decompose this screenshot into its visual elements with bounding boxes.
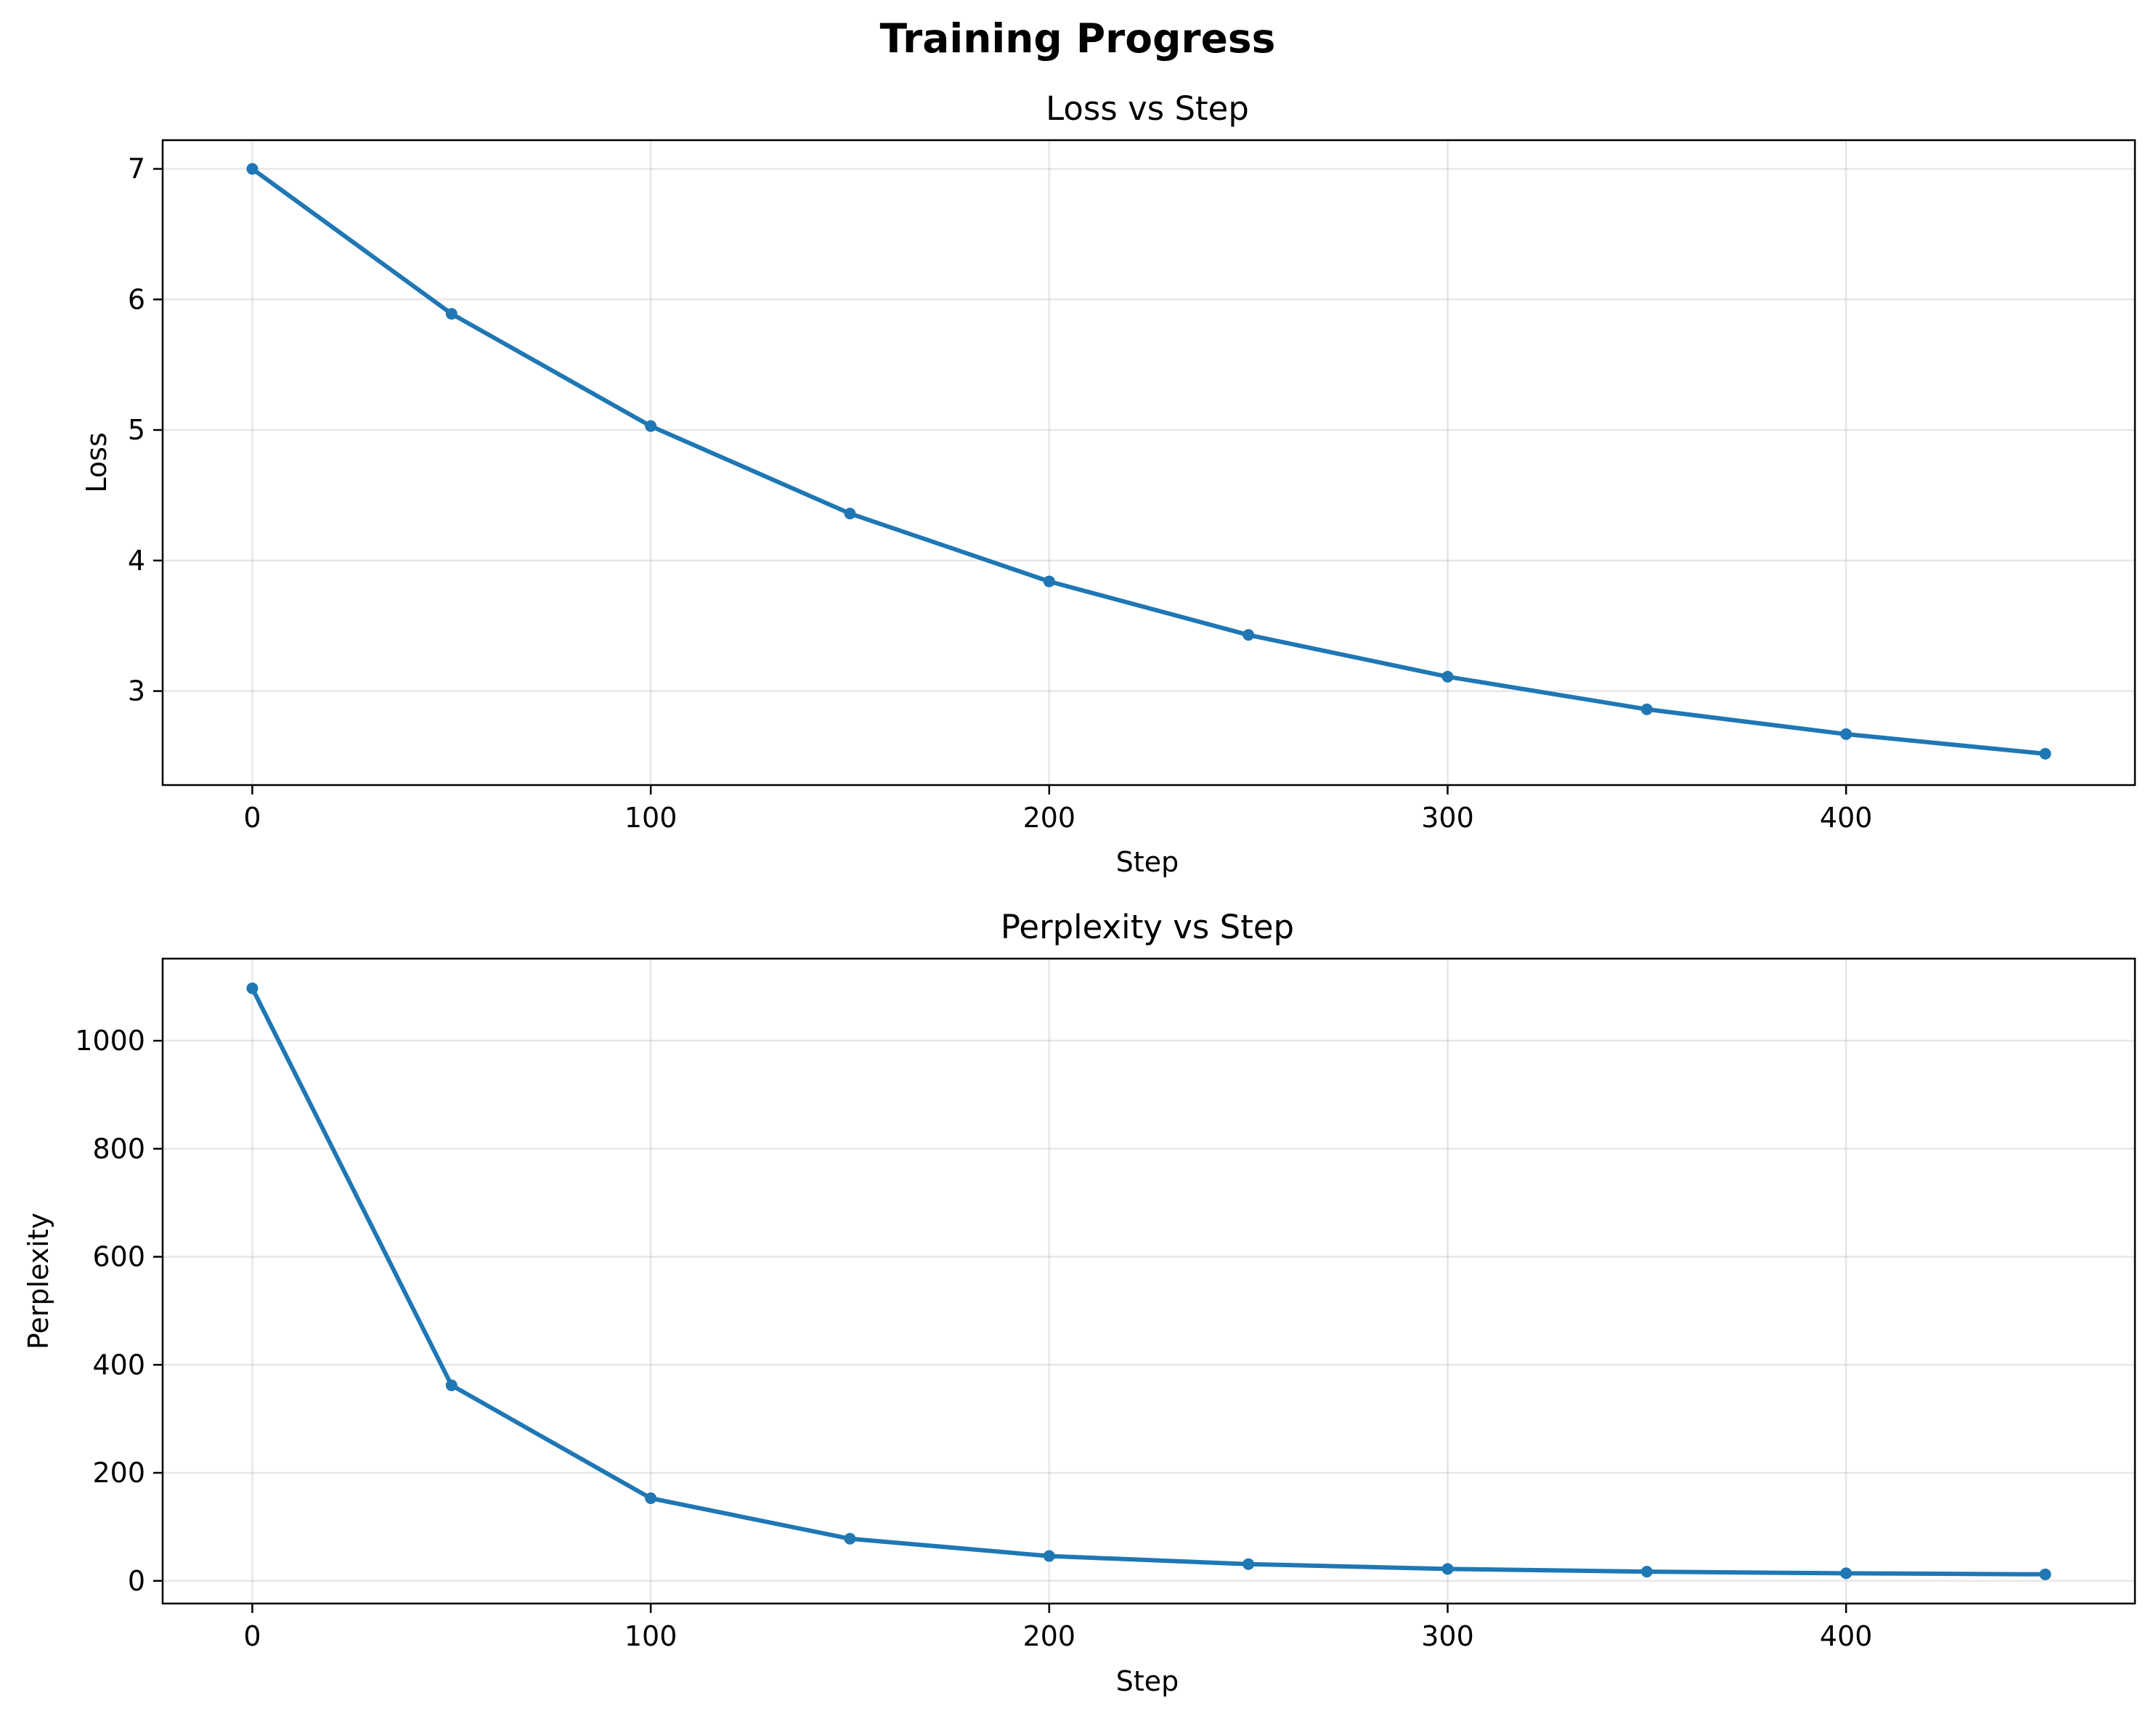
- perplexity-grid: [163, 959, 2135, 1604]
- loss-data-point: [645, 420, 657, 432]
- perplexity-series: [246, 982, 2051, 1580]
- perplexity-y-axis-label: Perplexity: [23, 1213, 54, 1349]
- loss-series-line: [250, 166, 2048, 756]
- loss-subplot: Loss vs Step 0 100 200 300 400 3 4 5 6 7 Step Los…: [81, 89, 2136, 878]
- perplexity-y-tick-label: 200: [92, 1457, 145, 1489]
- perplexity-y-tick-label: 600: [92, 1241, 145, 1273]
- loss-data-point: [1043, 575, 1055, 588]
- perplexity-data-point: [645, 1492, 657, 1504]
- perplexity-data-point: [1441, 1563, 1454, 1575]
- perplexity-axes-frame: [161, 957, 2136, 1605]
- perplexity-x-axis-label: Step: [1116, 1665, 1179, 1697]
- perplexity-x-tick-label: 200: [1023, 1620, 1076, 1652]
- perplexity-y-tick-label: 0: [128, 1565, 145, 1597]
- loss-x-tick-label: 200: [1023, 802, 1076, 834]
- perplexity-subplot-title: Perplexity vs Step: [1001, 908, 1294, 946]
- loss-x-tick-label: 300: [1421, 802, 1474, 834]
- perplexity-x-tick-label: 300: [1421, 1620, 1474, 1652]
- loss-x-tick-label: 0: [243, 802, 261, 834]
- loss-data-point: [844, 508, 856, 520]
- perplexity-series-line: [250, 986, 2048, 1577]
- perplexity-x-tick-label: 400: [1820, 1620, 1873, 1652]
- figure-suptitle: Training Progress: [880, 15, 1276, 62]
- perplexity-data-point: [1640, 1566, 1653, 1578]
- loss-series: [246, 163, 2051, 760]
- perplexity-x-tick-label: 100: [625, 1620, 678, 1652]
- loss-data-point: [1840, 728, 1852, 740]
- loss-data-point: [246, 163, 259, 175]
- perplexity-data-point: [1242, 1558, 1255, 1570]
- loss-data-point: [445, 308, 457, 320]
- perplexity-data-point: [2039, 1568, 2051, 1580]
- perplexity-y-tick-label: 1000: [75, 1025, 145, 1057]
- perplexity-data-point: [1043, 1550, 1055, 1562]
- loss-axes-frame: [161, 139, 2136, 787]
- perplexity-ticks: 0 100 200 300 400 0 200 400 600 800 1000: [75, 1025, 1872, 1652]
- perplexity-x-tick-label: 0: [243, 1620, 261, 1652]
- perplexity-subplot: Perplexity vs Step 0 100 200 300 400 0 200 400 6…: [23, 908, 2136, 1697]
- loss-y-tick-label: 7: [128, 153, 145, 185]
- loss-y-tick-label: 6: [128, 283, 145, 315]
- loss-data-point: [1242, 629, 1255, 641]
- loss-grid: [163, 140, 2135, 785]
- loss-y-tick-label: 5: [128, 414, 145, 446]
- loss-y-axis-label: Loss: [81, 432, 113, 492]
- perplexity-data-point: [1840, 1567, 1852, 1580]
- loss-x-axis-label: Step: [1116, 846, 1179, 878]
- loss-data-point: [1640, 703, 1653, 715]
- loss-y-tick-label: 3: [128, 675, 145, 707]
- loss-data-point: [2039, 747, 2051, 760]
- loss-x-tick-label: 100: [625, 802, 678, 834]
- perplexity-y-tick-label: 400: [92, 1349, 145, 1381]
- perplexity-y-tick-label: 800: [92, 1133, 145, 1165]
- loss-x-tick-label: 400: [1820, 802, 1873, 834]
- loss-data-point: [1441, 670, 1454, 683]
- loss-ticks: 0 100 200 300 400 3 4 5 6 7: [128, 153, 1873, 834]
- perplexity-data-point: [246, 982, 259, 994]
- perplexity-data-point: [445, 1379, 457, 1391]
- perplexity-data-point: [844, 1532, 856, 1545]
- loss-subplot-title: Loss vs Step: [1046, 89, 1249, 128]
- loss-y-tick-label: 4: [128, 545, 145, 577]
